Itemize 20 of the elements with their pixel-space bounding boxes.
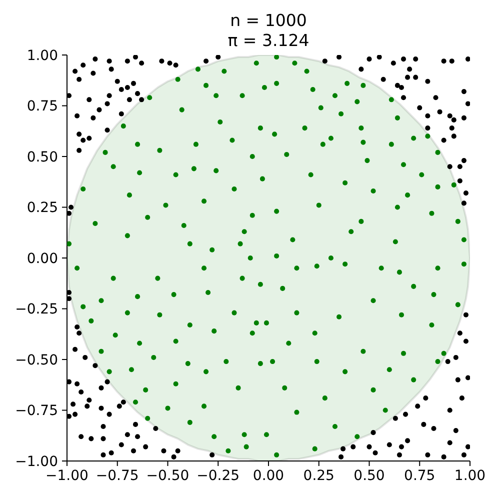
y-tick-label: −1.00 [15,454,58,470]
x-tick-label: 1.00 [454,468,486,484]
chart-subtitle: π = 3.124 [226,31,310,51]
y-tick-label: 1.00 [26,48,58,64]
y-tick-label: −0.75 [15,403,58,420]
y-tick-label: 0.50 [26,149,58,166]
y-tick-label: −0.50 [15,352,58,368]
x-tick-label: 0.75 [404,468,436,484]
x-tick-label: −1.00 [46,468,88,484]
x-tick-label: 0.00 [252,468,284,484]
x-tick-label: −0.50 [146,468,190,484]
chart-title: n = 1000 [229,11,308,31]
y-tick-label: −0.25 [15,302,58,318]
y-tick-label: 0.25 [26,200,58,216]
x-tick-label: −0.25 [196,468,240,484]
x-tick-label: 0.25 [303,468,334,484]
y-tick-label: 0.75 [26,98,58,115]
x-tick-label: −0.75 [96,468,139,484]
y-tick-label: 0.00 [26,250,58,267]
x-tick-label: 0.50 [354,468,385,484]
